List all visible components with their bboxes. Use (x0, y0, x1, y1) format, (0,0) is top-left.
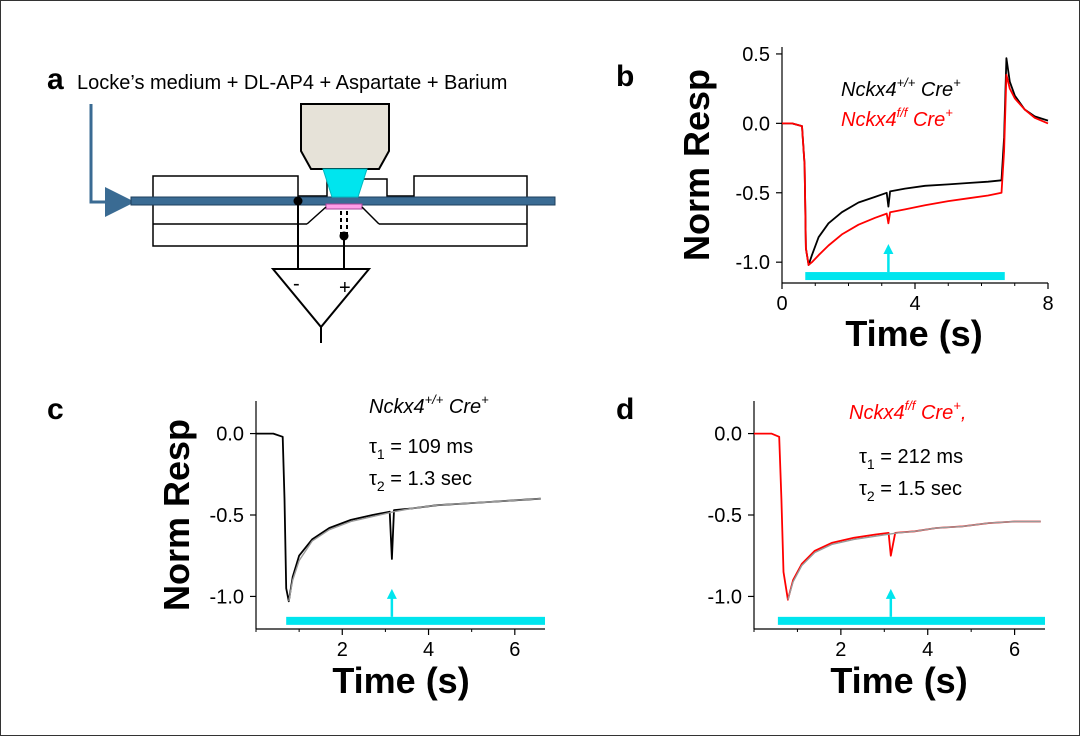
y-tick-label: -1.0 (210, 586, 244, 608)
stimulus-bar (286, 616, 545, 625)
x-tick-label: 6 (509, 639, 520, 661)
arrow-head (883, 244, 894, 255)
series-line (782, 73, 1049, 266)
label-c-genotype: Nckx4+/+ Cre+ (369, 392, 489, 418)
x-tick-label: 6 (1009, 639, 1020, 661)
x-axis-label: Time (s) (845, 313, 982, 354)
y-tick-label: -0.5 (736, 183, 770, 205)
amp-minus-label: - (293, 273, 300, 295)
x-tick-label: 4 (423, 639, 434, 661)
perfusion-arrow (89, 104, 135, 217)
light-cone (322, 168, 368, 198)
chart-b: 0.5 0.0 -0.5 -1.0 0 4 8 Time (s) Norm Resp (676, 44, 1054, 354)
retina-tissue (325, 203, 363, 210)
panel-label-c: c (47, 393, 64, 426)
stimulus-bar (805, 272, 1005, 281)
series-line (288, 498, 541, 602)
x-axis-label: Time (s) (830, 660, 967, 701)
stimulus-bar (777, 616, 1045, 625)
x-tick-label: 0 (776, 293, 787, 315)
legend-ko: Nckx4f/f Cre+ (841, 105, 953, 131)
chamber (152, 175, 528, 247)
tau1-c: τ1 = 109 ms (369, 436, 473, 462)
y-axis-label: Norm Resp (156, 419, 197, 611)
well-edge-left (306, 206, 327, 225)
chart-d: 0.0 -0.5 -1.0 2 4 6 Time (s) (708, 401, 1045, 701)
x-tick-label: 4 (922, 639, 933, 661)
x-tick-label: 2 (337, 639, 348, 661)
amplifier (270, 268, 372, 329)
solution-label: Locke’s medium + DL-AP4 + Aspartate + Ba… (77, 72, 507, 94)
arrow-head (386, 588, 397, 599)
schematic: Locke’s medium + DL-AP4 + Aspartate + Ba… (77, 72, 556, 343)
y-tick-label: -0.5 (210, 505, 244, 527)
y-tick-label: 0.5 (742, 44, 770, 66)
panel-label-b: b (616, 60, 634, 93)
y-tick-label: -0.5 (708, 505, 742, 527)
label-d-genotype: Nckx4f/f Cre+, (849, 398, 966, 424)
chart-c: 0.0 -0.5 -1.0 2 4 6 Time (s) Norm Resp (156, 401, 545, 701)
tau1-d: τ1 = 212 ms (859, 446, 963, 472)
y-tick-label: 0.0 (216, 424, 244, 446)
series-line (256, 432, 541, 603)
y-tick-label: -1.0 (736, 252, 770, 274)
x-axis-label: Time (s) (332, 660, 469, 701)
legend-wt: Nckx4+/+ Cre+ (841, 75, 961, 101)
panel-label-d: d (616, 393, 634, 426)
x-tick-label: 4 (909, 293, 920, 315)
tau2-d: τ2 = 1.5 sec (859, 478, 962, 504)
series-line (787, 520, 1041, 600)
objective (300, 103, 390, 170)
x-tick-label: 2 (835, 639, 846, 661)
well-edge-right (361, 206, 380, 225)
y-tick-label: -1.0 (708, 586, 742, 608)
arrow-head (885, 588, 896, 599)
panel-label-a: a (47, 63, 64, 96)
y-axis-label: Norm Resp (676, 69, 717, 261)
y-tick-label: 0.0 (742, 113, 770, 135)
x-tick-label: 8 (1042, 293, 1053, 315)
amp-plus-label: + (339, 277, 351, 299)
y-tick-label: 0.0 (714, 424, 742, 446)
tau2-c: τ2 = 1.3 sec (369, 468, 472, 494)
